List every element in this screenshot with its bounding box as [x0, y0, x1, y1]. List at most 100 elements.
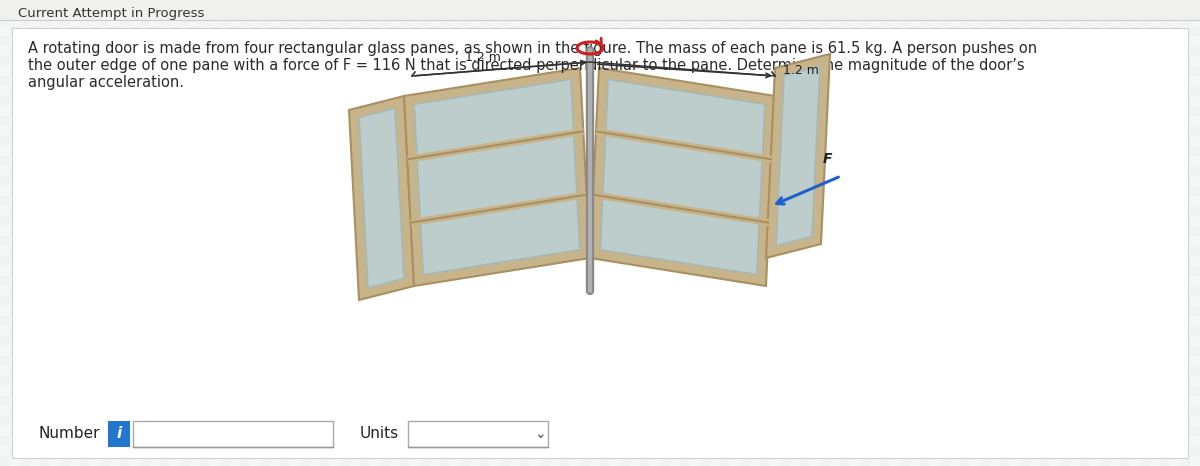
Bar [650, 396, 660, 406]
Bar [990, 266, 1000, 276]
Bar [820, 456, 830, 466]
Bar [850, 156, 860, 166]
Bar [1190, 66, 1200, 76]
Bar [90, 366, 100, 376]
Bar [540, 106, 550, 116]
Bar [80, 326, 90, 336]
Bar [860, 316, 870, 326]
Bar [700, 206, 710, 216]
Bar [650, 306, 660, 316]
Bar [930, 236, 940, 246]
Bar [530, 286, 540, 296]
Bar [780, 326, 790, 336]
Bar [1000, 316, 1010, 326]
Bar [450, 436, 460, 446]
Bar [630, 416, 640, 426]
Bar [140, 406, 150, 416]
Bar [320, 416, 330, 426]
Bar [210, 426, 220, 436]
Bar [470, 0, 480, 6]
Bar [170, 326, 180, 336]
Bar [310, 96, 320, 106]
Bar [430, 306, 440, 316]
Bar [120, 186, 130, 196]
Bar [460, 206, 470, 216]
Bar [950, 296, 960, 306]
Bar [730, 6, 740, 16]
Bar [740, 126, 750, 136]
Bar [360, 46, 370, 56]
Bar [520, 296, 530, 306]
Bar [970, 176, 980, 186]
Bar [430, 46, 440, 56]
Bar [870, 176, 880, 186]
Bar [220, 346, 230, 356]
Bar [1180, 16, 1190, 26]
Bar [770, 76, 780, 86]
Bar [870, 66, 880, 76]
Bar [840, 166, 850, 176]
Bar [830, 16, 840, 26]
Bar [210, 216, 220, 226]
Bar [0, 206, 10, 216]
Bar [980, 86, 990, 96]
Bar [360, 346, 370, 356]
Bar [410, 136, 420, 146]
Bar [820, 176, 830, 186]
Bar [640, 346, 650, 356]
Bar [440, 376, 450, 386]
Bar [10, 296, 20, 306]
Bar [300, 306, 310, 316]
Bar [280, 186, 290, 196]
Bar [880, 396, 890, 406]
Bar [1150, 6, 1160, 16]
Bar [990, 36, 1000, 46]
Bar [940, 416, 950, 426]
Bar [1160, 216, 1170, 226]
Bar [340, 316, 350, 326]
Bar [90, 146, 100, 156]
Bar [810, 336, 820, 346]
Bar [160, 366, 170, 376]
Bar [50, 286, 60, 296]
Bar [830, 256, 840, 266]
Bar [310, 456, 320, 466]
Bar [350, 26, 360, 36]
Bar [250, 196, 260, 206]
Bar [730, 426, 740, 436]
Bar [950, 266, 960, 276]
Bar [100, 316, 110, 326]
Bar [860, 6, 870, 16]
Bar [1030, 286, 1040, 296]
Bar [510, 336, 520, 346]
Bar [770, 336, 780, 346]
Bar [1110, 76, 1120, 86]
Bar [440, 86, 450, 96]
Bar [870, 426, 880, 436]
Bar [550, 316, 560, 326]
Bar [1100, 0, 1110, 6]
Bar [300, 436, 310, 446]
Bar [270, 146, 280, 156]
Bar [330, 326, 340, 336]
Bar [200, 396, 210, 406]
Bar [280, 146, 290, 156]
Bar [940, 216, 950, 226]
Bar [160, 176, 170, 186]
Bar [520, 306, 530, 316]
Bar [560, 146, 570, 156]
Bar [290, 256, 300, 266]
Bar [600, 146, 610, 156]
Bar [950, 106, 960, 116]
Bar [30, 276, 40, 286]
Bar [430, 336, 440, 346]
Bar [690, 76, 700, 86]
Bar [990, 126, 1000, 136]
Bar [140, 136, 150, 146]
Bar [140, 456, 150, 466]
Bar [860, 126, 870, 136]
Bar [190, 26, 200, 36]
Bar [630, 126, 640, 136]
Bar [1070, 186, 1080, 196]
Bar [1110, 36, 1120, 46]
